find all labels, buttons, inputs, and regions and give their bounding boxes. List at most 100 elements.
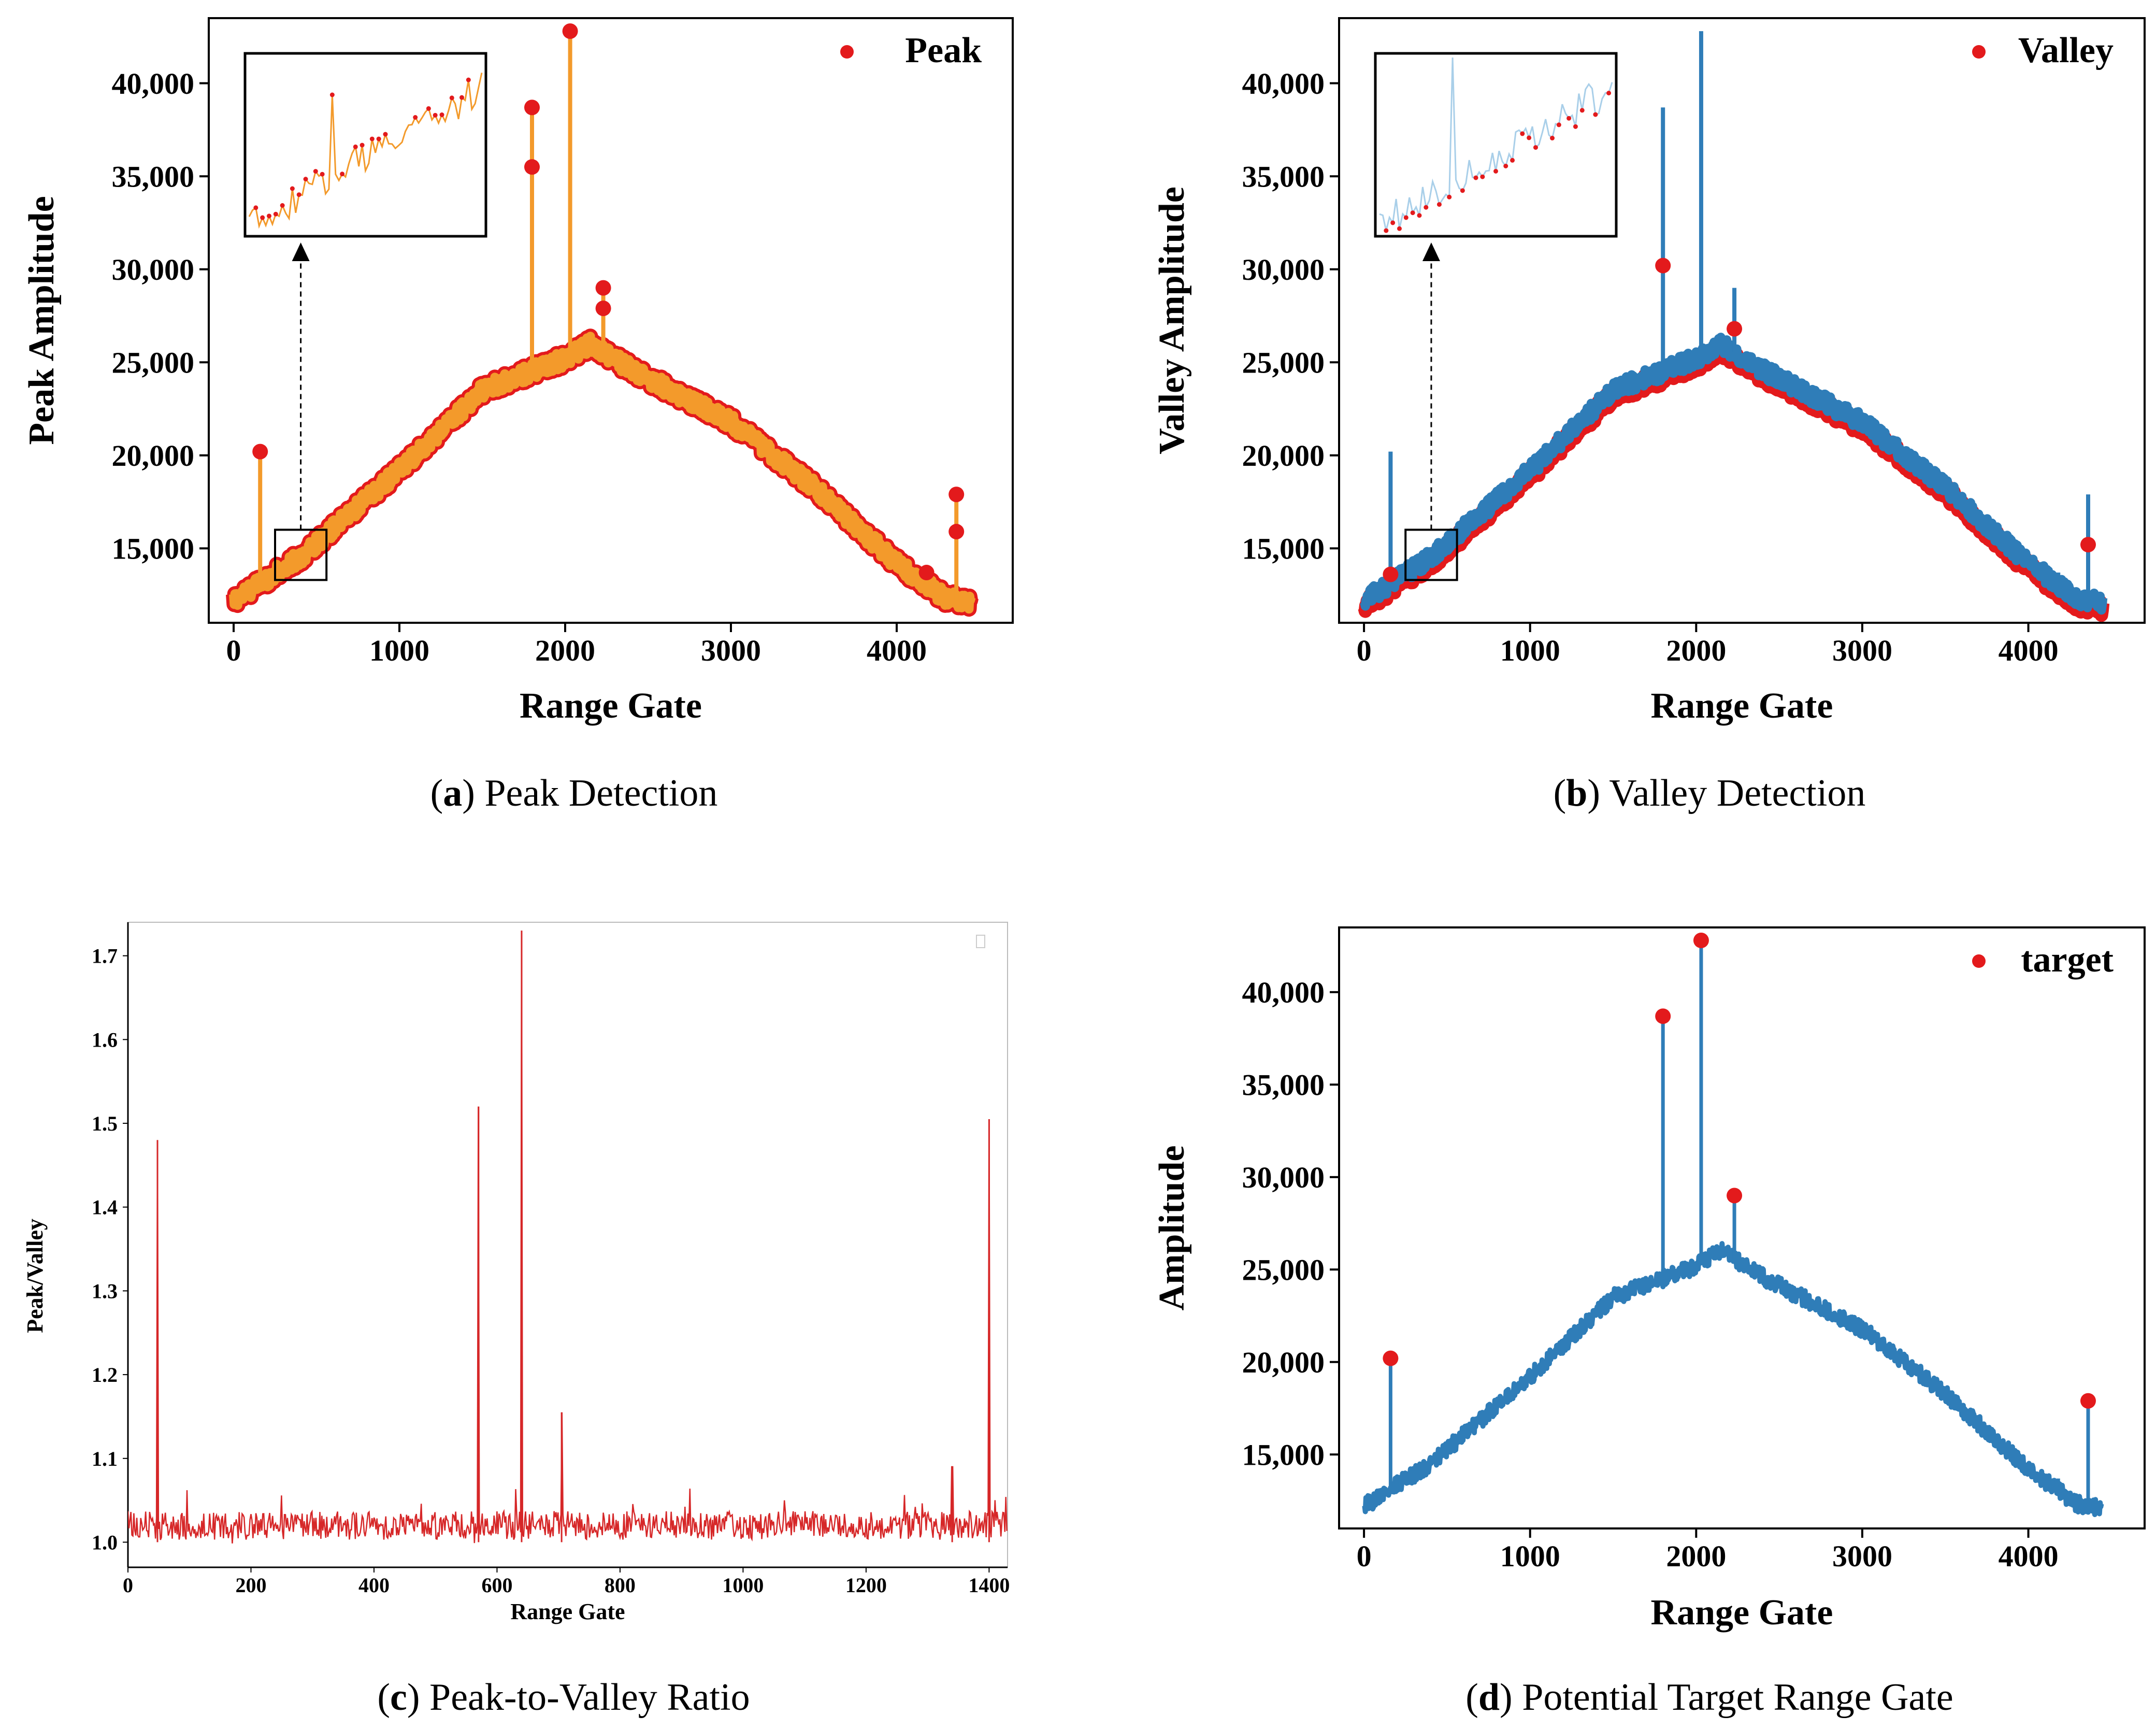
x-tick-label: 600 <box>481 1574 512 1597</box>
plot-frame <box>127 922 1008 1568</box>
marker-point <box>2080 1393 2096 1409</box>
amplitude-line <box>1362 1241 2105 1518</box>
caption-paren-open: ( <box>1554 772 1566 814</box>
x-tick-label: 1000 <box>722 1574 764 1597</box>
inset-marker <box>1384 228 1389 233</box>
inset-marker <box>1473 175 1478 180</box>
y-tick-label: 1.1 <box>92 1447 118 1470</box>
inset-marker <box>280 203 285 208</box>
inset-marker <box>290 186 295 191</box>
marker-point <box>1655 1008 1671 1024</box>
inset-marker <box>459 95 465 100</box>
y-tick-label: 1.5 <box>92 1112 118 1135</box>
inset-marker <box>413 115 418 120</box>
marker-point <box>1727 1188 1743 1204</box>
marker-point <box>948 487 965 503</box>
marker-point <box>1383 1350 1399 1366</box>
y-tick-label: 40,000 <box>1242 67 1325 101</box>
panel-caption: (d) Potential Target Range Gate <box>1465 1676 1953 1719</box>
inset-marker <box>383 132 388 137</box>
inset-marker <box>1593 112 1598 117</box>
inset-marker <box>1493 168 1498 174</box>
caption-text: Peak Detection <box>484 772 717 814</box>
x-tick-label: 3000 <box>1832 1539 1892 1573</box>
x-axis-label: Range Gate <box>1651 686 1833 726</box>
inset-marker <box>1520 131 1525 136</box>
y-axis-label: Peak/Valley <box>22 1219 48 1333</box>
marker-point <box>595 301 611 317</box>
x-tick-label: 2000 <box>1666 1539 1726 1573</box>
chart-panel-b: 0 1000 2000 3000 4000 15,000 20,000 25,000 30,00… <box>1152 17 2146 814</box>
marker-point <box>252 444 268 460</box>
y-tick-label: 15,000 <box>1242 1438 1325 1472</box>
marker-point <box>948 524 965 540</box>
legend-marker <box>840 45 854 59</box>
inset-signal-line <box>248 73 483 229</box>
y-tick-label: 35,000 <box>1242 1068 1325 1102</box>
inset-marker <box>1579 108 1585 113</box>
x-tick-label: 2000 <box>1666 634 1726 667</box>
y-tick-label: 25,000 <box>1242 346 1325 380</box>
x-tick-label: 4000 <box>1999 634 2059 667</box>
y-tick-label: 30,000 <box>1242 1161 1325 1194</box>
x-tick-label: 1400 <box>968 1574 1010 1597</box>
inset-marker <box>303 177 308 182</box>
inset-marker <box>1480 174 1485 179</box>
chart-panel-a: 0 1000 2000 3000 4000 15,000 20,000 25,000 30,00… <box>22 17 1014 814</box>
y-tick-label: 25,000 <box>1242 1253 1325 1287</box>
inset-marker <box>426 106 431 111</box>
inset-marker <box>1533 145 1538 150</box>
x-axis-label: Range Gate <box>1651 1593 1833 1633</box>
marker-point <box>2080 537 2096 553</box>
caption-letter: a <box>443 772 462 814</box>
inset-marker <box>449 95 454 101</box>
caption-text: Valley Detection <box>1609 772 1865 814</box>
x-tick-label: 800 <box>605 1574 636 1597</box>
y-tick-label: 1.4 <box>92 1196 118 1219</box>
x-tick-label: 4000 <box>867 634 927 667</box>
y-tick-label: 15,000 <box>1242 532 1325 566</box>
y-tick-label: 30,000 <box>1242 253 1325 287</box>
x-tick-label: 0 <box>123 1574 133 1597</box>
x-tick-label: 1000 <box>1500 1539 1560 1573</box>
legend-marker <box>1972 954 1986 968</box>
inset-marker <box>313 169 318 174</box>
y-axis-label: Amplitude <box>1152 1146 1192 1311</box>
caption-letter: d <box>1478 1676 1500 1719</box>
inset-marker <box>266 213 271 219</box>
marker-point <box>595 280 611 296</box>
y-axis-label: Valley Amplitude <box>1152 187 1192 454</box>
zoom-arrow-head <box>292 242 310 261</box>
inset-marker <box>1573 124 1578 129</box>
caption-paren-close: ) <box>462 772 484 814</box>
amplitude-line <box>1360 333 2108 615</box>
plot-area <box>1358 31 2110 622</box>
caption-paren-open: ( <box>1465 1676 1478 1719</box>
x-tick-label: 3000 <box>701 634 761 667</box>
inset-marker <box>1503 163 1508 168</box>
y-tick-label: 20,000 <box>1242 439 1325 473</box>
marker-point <box>524 99 540 116</box>
x-tick-label: 200 <box>235 1574 266 1597</box>
y-tick-label: 1.7 <box>92 945 118 968</box>
caption-paren-close: ) <box>407 1676 429 1719</box>
inset-marker <box>1556 122 1561 127</box>
caption-letter: c <box>390 1676 407 1719</box>
inset-frame <box>1374 52 1618 238</box>
y-tick-label: 40,000 <box>1242 976 1325 1009</box>
y-tick-label: 1.0 <box>92 1531 118 1554</box>
caption-text: Potential Target Range Gate <box>1522 1676 1953 1719</box>
x-tick-label: 0 <box>226 634 241 667</box>
inset-marker <box>1403 215 1408 220</box>
chart-panel-c: 0 200 400 600 800 1000 1200 1400 1.0 1.1 1.2 1.3 1.4… <box>22 922 1010 1719</box>
y-tick-label: 15,000 <box>112 532 195 566</box>
inset-marker <box>1527 135 1532 140</box>
inset-marker <box>1436 202 1442 207</box>
inset-marker <box>260 215 265 220</box>
inset-marker <box>1390 220 1396 225</box>
chart-panel-d: 0 1000 2000 3000 4000 15,000 20,000 25,000 30,00… <box>1152 926 2146 1719</box>
marker-point <box>1693 932 1709 948</box>
marker-point <box>1655 258 1671 274</box>
inset-marker <box>296 192 301 197</box>
